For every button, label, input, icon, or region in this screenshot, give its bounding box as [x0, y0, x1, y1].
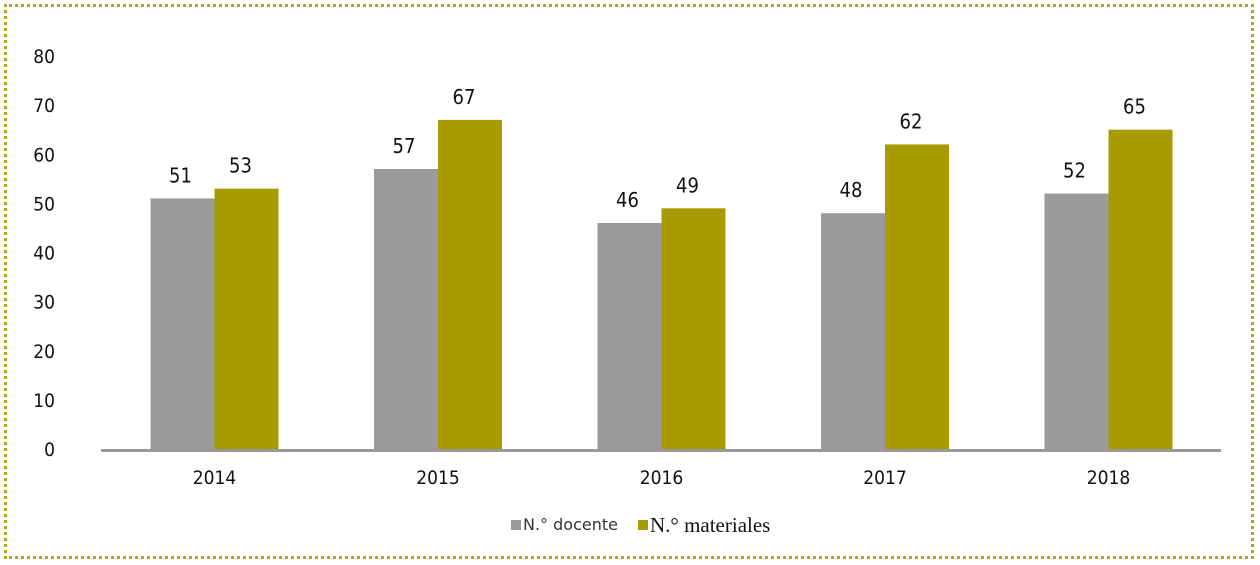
bar [214, 188, 279, 449]
bar [821, 213, 885, 449]
data-label: 62 [900, 109, 923, 133]
y-tick-label: 40 [33, 243, 55, 265]
x-tick-label: 2014 [193, 467, 237, 489]
bar [438, 119, 502, 450]
legend-label: N.° docente [523, 515, 618, 534]
data-label: 48 [840, 178, 863, 202]
bar [597, 223, 662, 449]
data-label: 65 [1123, 95, 1146, 119]
y-tick-label: 70 [33, 95, 55, 117]
data-label: 49 [676, 173, 699, 197]
y-tick-label: 60 [33, 144, 55, 166]
legend-label: N.° materiales [650, 513, 770, 537]
bar [374, 168, 438, 450]
bar-series [150, 119, 1173, 450]
legend-swatch [511, 520, 521, 530]
y-tick-label: 0 [44, 439, 55, 461]
bar [661, 208, 726, 449]
y-tick-label: 10 [33, 390, 55, 412]
data-label: 51 [169, 163, 192, 187]
bar-chart: 0 10 20 30 40 50 60 70 80 51 53 57 67 46 49 48 62 52 65 2… [33, 46, 1221, 537]
x-tick-label: 2017 [863, 467, 907, 489]
chart-frame: 0 10 20 30 40 50 60 70 80 51 53 57 67 46 49 48 62 52 65 2… [4, 4, 1254, 559]
y-tick-label: 20 [33, 341, 55, 363]
bar [150, 198, 215, 449]
legend-swatch [638, 520, 648, 530]
x-tick-label: 2015 [416, 467, 460, 489]
bar [1108, 129, 1173, 449]
data-label: 57 [393, 134, 416, 158]
data-label: 52 [1063, 159, 1086, 183]
data-labels: 51 53 57 67 46 49 48 62 52 65 [169, 85, 1146, 212]
data-label: 46 [616, 188, 639, 212]
y-tick-label: 80 [33, 46, 55, 68]
data-label: 53 [229, 154, 252, 178]
bar [1044, 193, 1109, 449]
bar [885, 144, 949, 450]
x-tick-label: 2016 [640, 467, 684, 489]
y-axis-ticks: 0 10 20 30 40 50 60 70 80 [33, 46, 55, 461]
x-tick-label: 2018 [1087, 467, 1131, 489]
data-label: 67 [453, 85, 476, 109]
x-axis-ticks: 2014 2015 2016 2017 2018 [193, 467, 1131, 489]
legend: N.° docente N.° materiales [511, 513, 770, 537]
y-tick-label: 50 [33, 193, 55, 215]
y-tick-label: 30 [33, 292, 55, 314]
